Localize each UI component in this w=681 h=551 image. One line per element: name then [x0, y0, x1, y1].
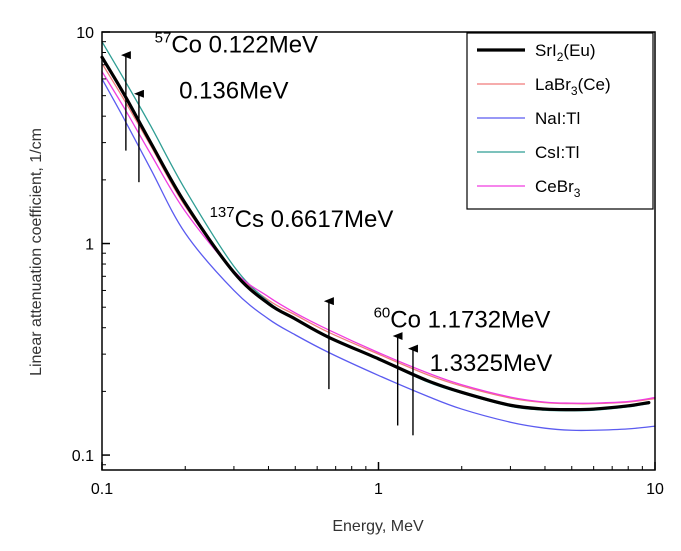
legend-label-subscript: 3	[574, 186, 581, 200]
legend-label-main: LaBr	[535, 75, 571, 94]
legend-entry: CsI:Tl	[535, 143, 579, 162]
legend-label-main: CeBr	[535, 177, 574, 196]
legend-label-tail: (Ce)	[578, 75, 611, 94]
annotation-co57-a: 57Co 0.122MeV	[155, 29, 318, 58]
y-tick-label: 1	[85, 237, 94, 254]
annotation-text: 1.3325MeV	[430, 350, 553, 377]
annotation-isotope-mass: 57	[155, 29, 172, 46]
legend-box	[466, 32, 654, 210]
annotation-co57-b: 0.136MeV	[179, 77, 288, 104]
y-axis-title: Linear attenuation coefficient, 1/cm	[28, 128, 45, 376]
legend-entry: CeBr3	[535, 177, 581, 200]
annotation-text: 0.136MeV	[179, 77, 288, 104]
y-tick-label: 10	[76, 25, 94, 42]
annotation-text: Co 1.1732MeV	[390, 307, 550, 334]
x-tick-label: 10	[646, 481, 664, 498]
legend-label-tail: (Eu)	[563, 41, 595, 60]
legend-label-subscript: 2	[557, 50, 564, 64]
annotation-isotope-mass: 137	[210, 204, 235, 221]
annotation-co60-a: 60Co 1.1732MeV	[374, 305, 551, 334]
legend-entry: NaI:Tl	[535, 109, 580, 128]
legend-label-main: CsI:Tl	[535, 143, 579, 162]
annotation-text: Co 0.122MeV	[171, 31, 318, 58]
annotation-cs137: 137Cs 0.6617MeV	[210, 204, 394, 233]
legend-entry: LaBr3(Ce)	[535, 75, 611, 98]
y-tick-label: 0.1	[72, 448, 94, 465]
legend-label-main: NaI:Tl	[535, 109, 580, 128]
x-axis-title: Energy, MeV	[332, 518, 424, 535]
legend-label-main: SrI	[535, 41, 557, 60]
series-line-0	[100, 55, 651, 412]
series-line-2	[101, 78, 656, 432]
annotation-co60-b: 1.3325MeV	[430, 350, 553, 377]
x-tick-label: 1	[374, 481, 383, 498]
x-tick-label: 0.1	[91, 481, 113, 498]
annotation-text: Cs 0.6617MeV	[235, 206, 394, 233]
series-line-4	[101, 70, 656, 404]
annotation-isotope-mass: 60	[374, 305, 391, 322]
legend-entry: SrI2(Eu)	[535, 41, 596, 64]
legend-label-subscript: 3	[571, 84, 578, 98]
